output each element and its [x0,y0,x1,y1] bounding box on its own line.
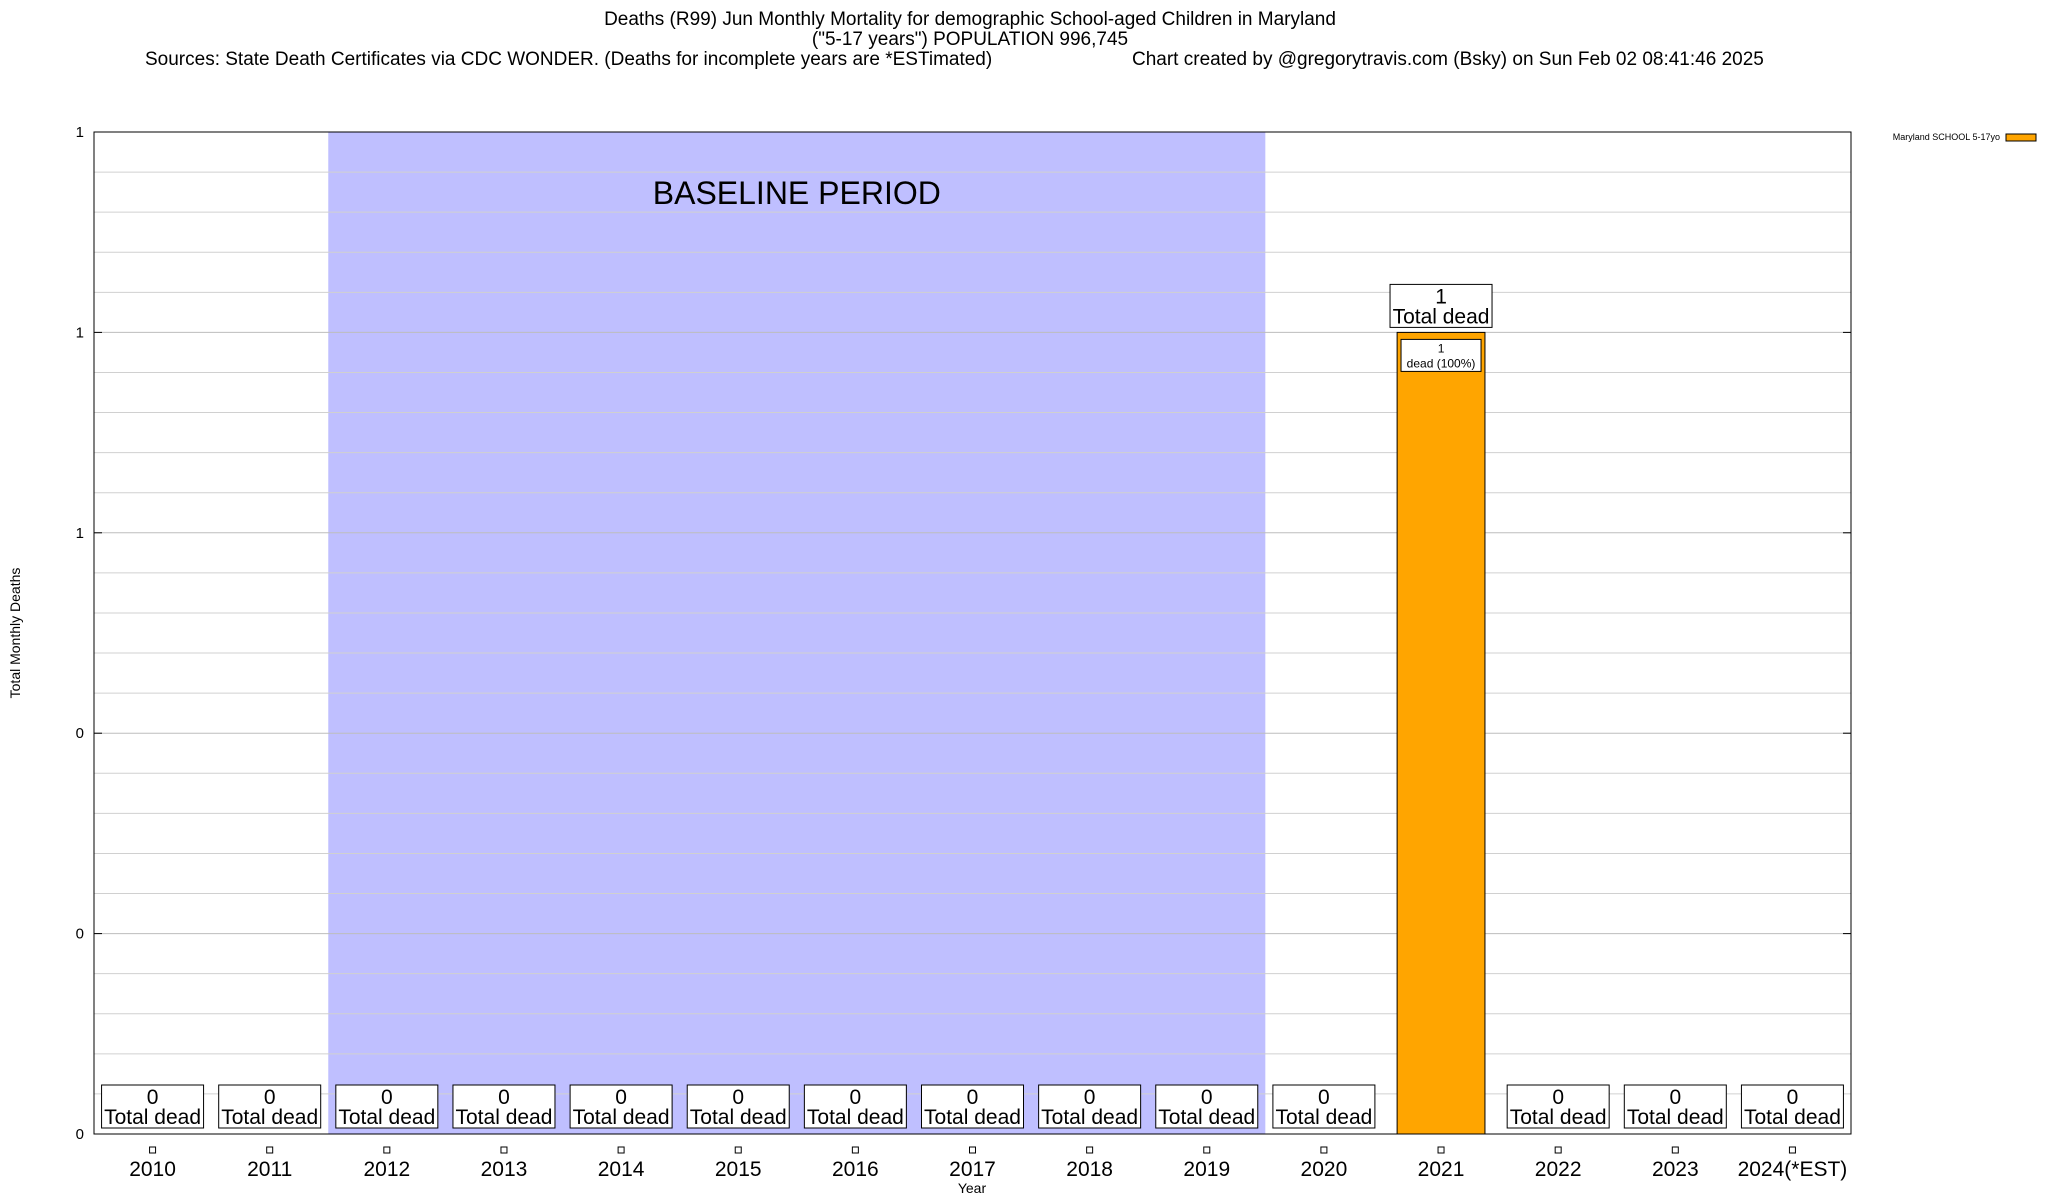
chart-title-line-1: Deaths (R99) Jun Monthly Mortality for d… [604,9,1336,30]
total-label-value-2010: 0 [147,1086,159,1109]
x-tick-marker [1320,1146,1328,1154]
x-tick-label-2019: 2019 [1183,1158,1230,1181]
x-tick-marker [149,1146,157,1154]
x-tick-label-2023: 2023 [1652,1158,1699,1181]
legend-entry-label: Maryland SCHOOL 5-17yo [1893,132,2000,142]
total-label-value-2013: 0 [498,1086,510,1109]
total-label-value-2015: 0 [732,1086,744,1109]
total-label-text-2016: Total dead [807,1106,904,1129]
x-tick-label-2024(*EST): 2024(*EST) [1738,1158,1848,1181]
total-label-box-2013 [452,1084,556,1129]
x-axis-label: Year [958,1180,987,1196]
chart-title-line-2: ("5-17 years") POPULATION 996,745 [812,29,1128,50]
total-label-box-2021 [1389,283,1493,328]
y-tick-label-1: 0 [76,926,84,943]
y-axis-label: Total Monthly Deaths [7,568,23,699]
total-label-box-2023 [1623,1084,1727,1129]
chart-sources: Sources: State Death Certificates via CD… [145,49,992,70]
total-label-box-2010 [101,1084,205,1129]
x-tick-marker [1203,1146,1211,1154]
total-label-text-2021: Total dead [1393,305,1490,328]
total-label-text-2023: Total dead [1627,1106,1724,1129]
x-tick-label-2021: 2021 [1418,1158,1465,1181]
total-label-value-2020: 0 [1318,1086,1330,1109]
total-label-box-2019 [1155,1084,1259,1129]
x-tick-marker [851,1146,859,1154]
total-label-box-2024(*EST) [1740,1084,1844,1129]
x-tick-label-2022: 2022 [1535,1158,1582,1181]
x-tick-label-2011: 2011 [247,1158,292,1181]
total-label-box-2022 [1506,1084,1610,1129]
total-label-box-2011 [218,1084,322,1129]
x-tick-label-2015: 2015 [715,1158,762,1181]
x-tick-label-2013: 2013 [481,1158,528,1181]
total-label-value-2011: 0 [264,1086,276,1109]
total-label-text-2018: Total dead [1041,1106,1138,1129]
baseline-band [328,132,1266,1134]
legend-swatch [2005,133,2037,142]
bar-2021 [1396,331,1486,1135]
total-label-value-2019: 0 [1201,1086,1213,1109]
total-label-value-2024(*EST): 0 [1787,1086,1799,1109]
x-tick-marker [1671,1146,1679,1154]
total-label-text-2019: Total dead [1158,1106,1255,1129]
x-tick-label-2017: 2017 [949,1158,996,1181]
x-tick-marker [617,1146,625,1154]
total-label-value-2023: 0 [1669,1086,1681,1109]
total-label-box-2018 [1038,1084,1142,1129]
total-label-box-2012 [335,1084,439,1129]
total-label-text-2014: Total dead [573,1106,670,1129]
total-label-text-2015: Total dead [690,1106,787,1129]
total-label-value-2017: 0 [967,1086,979,1109]
total-label-box-2015 [686,1084,790,1129]
x-tick-marker [969,1146,976,1154]
x-tick-marker [500,1146,508,1154]
total-label-value-2014: 0 [615,1086,627,1109]
segment-label-box [1400,338,1482,372]
y-tick-label-5: 1 [76,124,84,141]
total-label-text-2010: Total dead [104,1106,201,1129]
plot-border [93,131,1852,1135]
y-tick-label-2: 0 [76,725,84,742]
total-label-text-2017: Total dead [924,1106,1021,1129]
x-tick-label-2012: 2012 [363,1158,410,1181]
y-tick-label-3: 1 [76,525,84,542]
segment-label-text: dead (100%) [1407,356,1476,370]
x-tick-marker [1437,1146,1445,1154]
x-tick-marker [1086,1146,1094,1154]
total-label-text-2013: Total dead [456,1106,553,1129]
total-label-value-2018: 0 [1084,1086,1096,1109]
x-tick-marker [266,1146,274,1154]
total-label-box-2017 [921,1084,1024,1129]
total-label-text-2024(*EST): Total dead [1744,1106,1841,1129]
total-label-text-2020: Total dead [1275,1106,1372,1129]
y-tick-label-0: 0 [76,1126,84,1143]
total-label-value-2022: 0 [1552,1086,1564,1109]
total-label-box-2014 [569,1084,673,1129]
total-label-value-2021: 1 [1435,285,1447,308]
x-tick-label-2014: 2014 [598,1158,645,1181]
total-label-box-2016 [803,1084,907,1129]
total-label-text-2012: Total dead [338,1106,435,1129]
segment-label-count: 1 [1438,341,1445,355]
x-tick-marker [1554,1146,1562,1154]
x-tick-label-2016: 2016 [832,1158,879,1181]
x-tick-label-2018: 2018 [1066,1158,1113,1181]
x-tick-marker [1788,1146,1796,1154]
total-label-text-2011: Total dead [221,1106,318,1129]
total-label-box-2020 [1272,1084,1376,1129]
y-tick-label-4: 1 [76,324,84,341]
total-label-value-2016: 0 [850,1086,862,1109]
chart-credit: Chart created by @gregorytravis.com (Bsk… [1132,49,1764,70]
x-tick-marker [383,1146,391,1154]
total-label-text-2022: Total dead [1510,1106,1607,1129]
total-label-value-2012: 0 [381,1086,393,1109]
baseline-label: BASELINE PERIOD [653,175,941,211]
x-tick-label-2020: 2020 [1301,1158,1348,1181]
x-tick-marker [734,1146,742,1154]
x-tick-label-2010: 2010 [129,1158,176,1181]
